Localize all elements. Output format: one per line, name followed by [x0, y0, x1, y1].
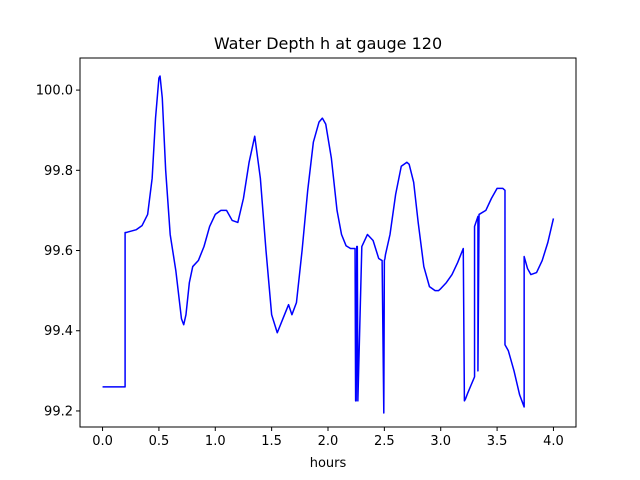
x-axis-label: hours — [310, 456, 347, 471]
x-axis: 0.0 0.5 1.0 1.5 2.0 2.5 3.0 3.5 4.0 — [92, 427, 564, 449]
y-tick-label: 99.6 — [44, 244, 73, 259]
x-tick-label: 1.5 — [261, 434, 282, 449]
x-tick-label: 0.5 — [149, 434, 170, 449]
y-tick-label: 99.4 — [44, 324, 73, 339]
x-tick-label: 3.0 — [430, 434, 451, 449]
plot-area — [102, 75, 555, 414]
series-line — [102, 75, 555, 414]
chart-title: Water Depth h at gauge 120 — [214, 34, 442, 53]
x-tick-label: 2.0 — [318, 434, 339, 449]
x-tick-label: 2.5 — [374, 434, 395, 449]
x-tick-label: 3.5 — [487, 434, 508, 449]
plot-frame — [79, 57, 577, 428]
x-tick-label: 4.0 — [543, 434, 564, 449]
y-tick-label: 99.8 — [44, 164, 73, 179]
y-tick-label: 99.2 — [44, 404, 73, 419]
x-tick-label: 1.0 — [205, 434, 226, 449]
y-tick-label: 100.0 — [36, 84, 73, 99]
x-tick-label: 0.0 — [92, 434, 113, 449]
y-axis: 99.2 99.4 99.6 99.8 100.0 — [36, 84, 80, 419]
